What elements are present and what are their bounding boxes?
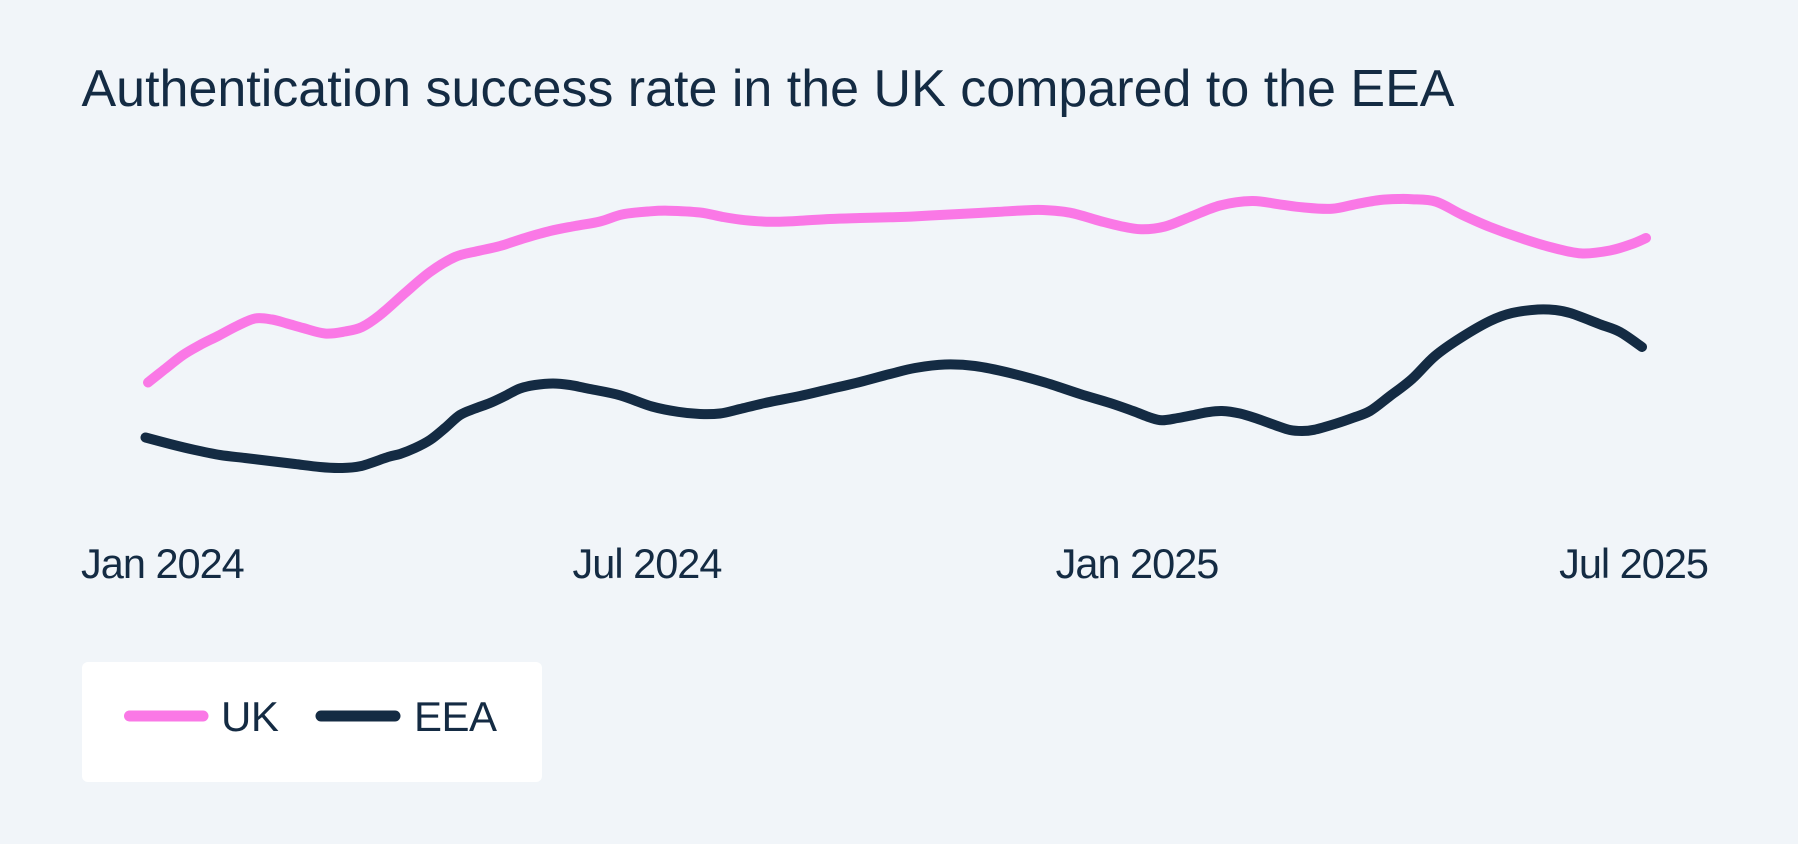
svg-text:UK: UK: [221, 693, 279, 740]
svg-text:Jul 2024: Jul 2024: [573, 540, 722, 587]
svg-text:Jan 2025: Jan 2025: [1056, 540, 1219, 587]
svg-text:Jan 2024: Jan 2024: [81, 540, 244, 587]
svg-text:Jul 2025: Jul 2025: [1559, 540, 1708, 587]
svg-text:Authentication success rate in: Authentication success rate in the UK co…: [82, 60, 1455, 118]
svg-text:EEA: EEA: [414, 693, 497, 740]
